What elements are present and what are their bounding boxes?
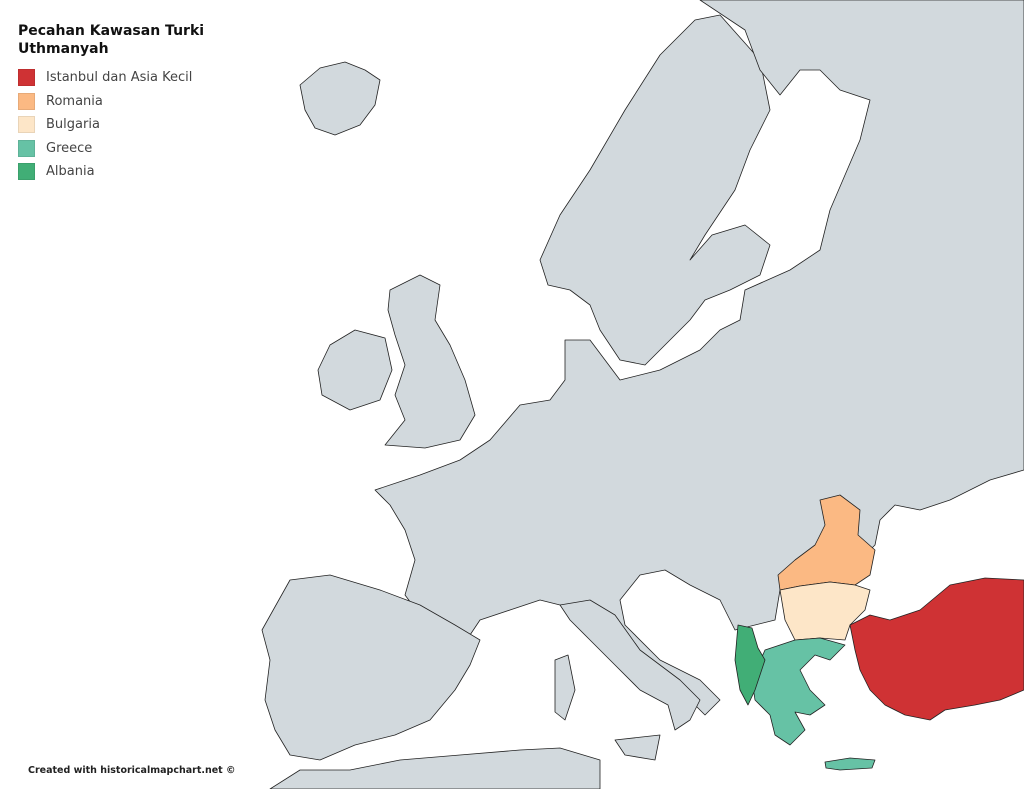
legend-label: Bulgaria: [46, 117, 100, 133]
region-sardinia[interactable]: [554, 654, 576, 721]
region-north-africa[interactable]: [269, 747, 601, 789]
region-great-britain[interactable]: [384, 274, 476, 449]
region-crete[interactable]: [824, 757, 876, 771]
legend-swatch: [18, 116, 35, 134]
legend-label: Albania: [46, 164, 95, 180]
region-italy[interactable]: [559, 599, 701, 731]
region-istanbul-asia-minor[interactable]: [849, 577, 1024, 721]
region-bulgaria[interactable]: [779, 581, 871, 641]
legend-item-albania: Albania: [18, 160, 208, 184]
credit-text: Created with historicalmapchart.net ©: [28, 765, 236, 776]
legend-item-greece: Greece: [18, 137, 208, 161]
legend-swatch: [18, 69, 35, 87]
region-sicily[interactable]: [614, 734, 661, 761]
legend-item-romania: Romania: [18, 90, 208, 114]
region-iberia[interactable]: [261, 574, 481, 761]
legend-label: Istanbul dan Asia Kecil: [46, 70, 193, 86]
legend-item-bulgaria: Bulgaria: [18, 113, 208, 137]
region-albania[interactable]: [734, 624, 766, 706]
region-greece[interactable]: [751, 637, 846, 746]
legend-label: Greece: [46, 140, 93, 156]
legend-swatch: [18, 139, 35, 157]
region-ireland[interactable]: [317, 329, 393, 411]
legend-title: Pecahan Kawasan Turki Uthmanyah: [18, 23, 205, 57]
legend-swatch: [18, 163, 35, 181]
legend-item-istanbul: Istanbul dan Asia Kecil: [18, 66, 208, 90]
legend-swatch: [18, 92, 35, 110]
region-scandinavia[interactable]: [539, 14, 771, 366]
legend-label: Romania: [46, 93, 103, 109]
legend: Pecahan Kawasan Turki Uthmanyah Istanbul…: [18, 22, 208, 184]
region-iceland[interactable]: [299, 61, 381, 136]
